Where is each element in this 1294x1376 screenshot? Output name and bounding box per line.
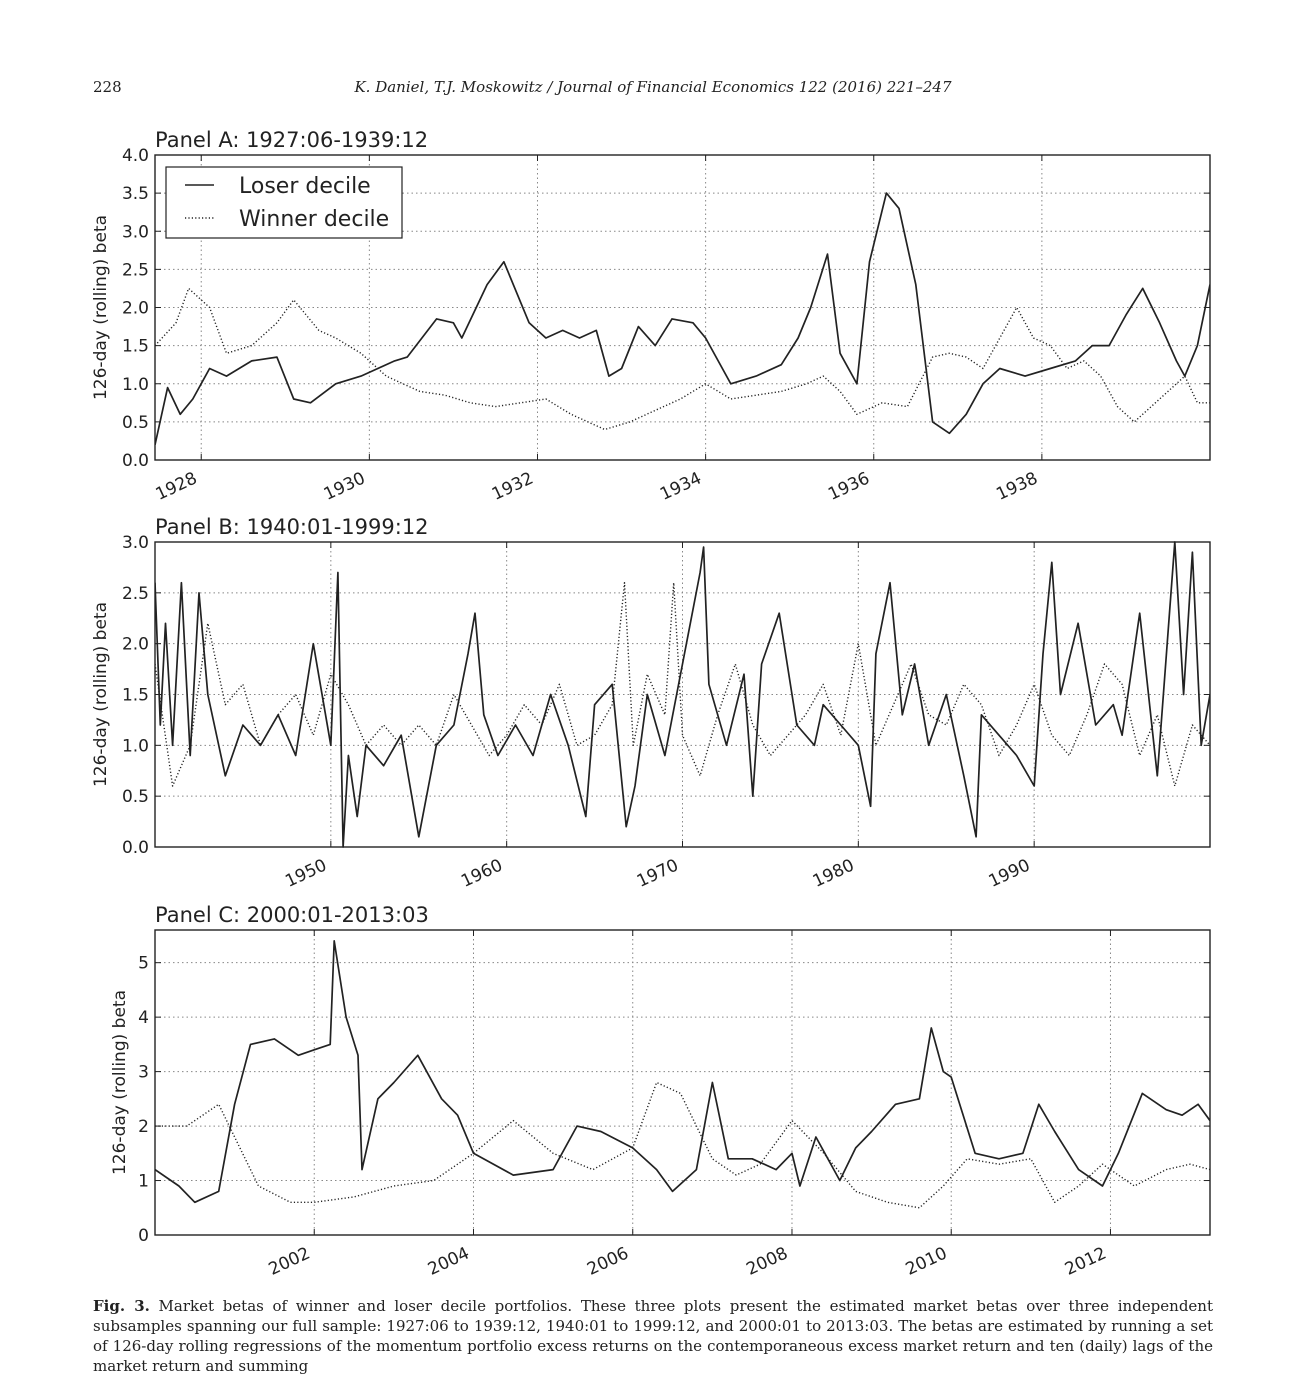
y-tick-label: 3.5 xyxy=(122,184,149,204)
panel-c-chart: Panel C: 2000:01-2013:03 0 1 2 3 4 5 2002 2004 20… xyxy=(110,903,1211,1280)
y-tick-label: 2.0 xyxy=(122,635,149,655)
y-tick-label: 3.0 xyxy=(122,533,149,553)
y-tick-label: 1.0 xyxy=(122,736,149,756)
y-tick-label: 1.5 xyxy=(122,337,149,357)
figure-label: Fig. 3. xyxy=(93,1297,150,1315)
y-tick-label: 4 xyxy=(138,1008,149,1028)
y-tick-label: 2.0 xyxy=(122,299,149,319)
y-axis-label: 126-day (rolling) beta xyxy=(110,990,130,1175)
plot-frame xyxy=(154,929,1211,1236)
x-tick-label: 2012 xyxy=(1062,1243,1110,1279)
y-tick-label: 0 xyxy=(138,1226,149,1246)
y-axis-label: 126-day (rolling) beta xyxy=(91,215,111,400)
y-tick-label: 1.5 xyxy=(122,686,149,706)
panel-b-chart: Panel B: 1940:01-1999:12 0.0 0.5 1.0 1.5 2.0 2… xyxy=(91,515,1211,892)
loser-decile-line xyxy=(155,192,1210,445)
y-tick-label: 3 xyxy=(138,1063,149,1083)
y-tick-label: 0.5 xyxy=(122,413,149,433)
loser-decile-line xyxy=(155,940,1210,1204)
figure-caption: Fig. 3. Market betas of winner and loser… xyxy=(93,1296,1213,1376)
legend-entry: Winner decile xyxy=(239,207,389,232)
legend-entry: Loser decile xyxy=(239,174,371,199)
x-tick-label: 2010 xyxy=(903,1243,951,1279)
panel-title: Panel A: 1927:06-1939:12 xyxy=(155,128,428,152)
winner-decile-line xyxy=(155,582,1210,787)
page-number: 228 xyxy=(93,78,122,96)
running-head: K. Daniel, T.J. Moskowitz / Journal of F… xyxy=(354,78,952,96)
y-tick-label: 2.5 xyxy=(122,260,149,280)
y-tick-label: 4.0 xyxy=(122,146,149,166)
x-tick-label: 2008 xyxy=(743,1243,791,1279)
legend-box xyxy=(165,166,403,239)
x-tick-label: 2004 xyxy=(425,1243,473,1279)
y-tick-label: 1 xyxy=(138,1172,149,1192)
panel-title: Panel B: 1940:01-1999:12 xyxy=(155,515,429,539)
x-tick-label: 2002 xyxy=(266,1243,314,1279)
panel-title: Panel C: 2000:01-2013:03 xyxy=(155,903,429,927)
y-tick-label: 2 xyxy=(138,1117,149,1137)
y-tick-label: 0.0 xyxy=(122,838,149,858)
y-tick-label: 3.0 xyxy=(122,222,149,242)
figure-caption-text: Market betas of winner and loser decile … xyxy=(93,1297,1213,1375)
loser-decile-line xyxy=(155,541,1210,848)
y-tick-label: 2.5 xyxy=(122,584,149,604)
y-tick-label: 5 xyxy=(138,954,149,974)
y-tick-label: 0.0 xyxy=(122,451,149,471)
winner-decile-line xyxy=(155,1081,1210,1209)
y-tick-label: 1.0 xyxy=(122,375,149,395)
x-tick-label: 2006 xyxy=(584,1243,632,1279)
page-header: 228 K. Daniel, T.J. Moskowitz / Journal … xyxy=(93,78,1213,100)
y-tick-label: 0.5 xyxy=(122,787,149,807)
y-axis-label: 126-day (rolling) beta xyxy=(91,602,111,787)
panel-a-chart: Panel A: 1927:06-1939:12 0.0 0.5 1.0 1.5 2.0 2… xyxy=(91,128,1211,505)
